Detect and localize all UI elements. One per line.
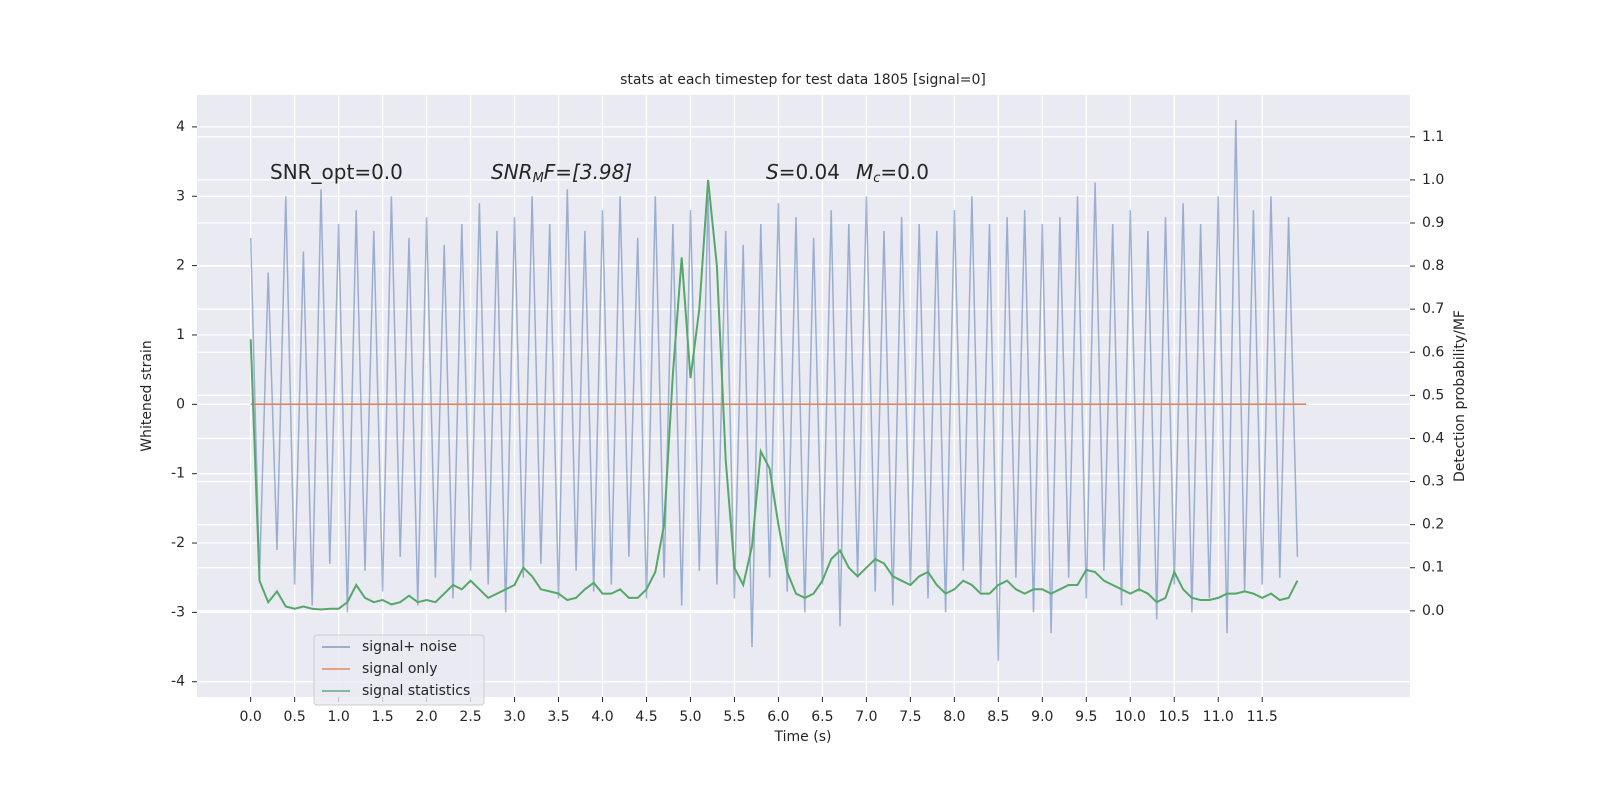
x-tick-label: 4.0 — [591, 709, 613, 725]
y2-tick-label: 0.7 — [1422, 301, 1444, 317]
axes: 0.0 0.5 1.0 1.5 2.0 2.5 3.0 3.5 4.0 4.5 5.0 5.5 6.0 6… — [171, 119, 1444, 725]
x-tick-label: 2.0 — [415, 709, 437, 725]
y2-tick-label: 1.1 — [1422, 129, 1444, 145]
y-tick-label: 3 — [176, 188, 185, 204]
y-tick-label: -4 — [171, 674, 185, 690]
legend: signal+ noise signal only signal statistic… — [313, 634, 485, 706]
y2-tick-label: 0.9 — [1422, 215, 1444, 231]
legend-label: signal only — [362, 661, 437, 677]
x-tick-label: 7.0 — [855, 709, 877, 725]
legend-box — [313, 634, 485, 706]
chart-title: stats at each timestep for test data 180… — [620, 72, 986, 88]
x-tick-label: 10.5 — [1159, 709, 1190, 725]
annotation-text: M — [856, 160, 873, 184]
x-tick-label: 6.0 — [767, 709, 789, 725]
x-tick-label: 3.0 — [503, 709, 525, 725]
x-tick-label: 8.0 — [943, 709, 965, 725]
y2-tick-label: 0.2 — [1422, 517, 1444, 533]
y-tick-label: 1 — [176, 327, 185, 343]
x-tick-label: 11.5 — [1247, 709, 1278, 725]
x-tick-label: 2.5 — [459, 709, 481, 725]
x-tick-label: 11.0 — [1203, 709, 1234, 725]
y-tick-label: 4 — [176, 119, 185, 135]
x-tick-label: 0.5 — [284, 709, 306, 725]
annotation-text: c — [873, 171, 880, 186]
x-tick-label: 8.5 — [987, 709, 1009, 725]
legend-label: signal statistics — [362, 683, 470, 699]
x-tick-label: 9.0 — [1031, 709, 1053, 725]
x-tick-label: 3.5 — [547, 709, 569, 725]
annotation: SNRMF=[3.98] — [491, 160, 632, 186]
y2-tick-label: 0.3 — [1422, 474, 1444, 490]
annotation: SNR_opt=0.0 — [270, 160, 403, 184]
annotation-text: S — [766, 160, 779, 184]
x-tick-label: 6.5 — [811, 709, 833, 725]
series-line — [249, 119, 1299, 661]
legend-label: signal+ noise — [362, 639, 457, 655]
x-tick-label: 1.0 — [327, 709, 349, 725]
y2-tick-label: 0.5 — [1422, 387, 1444, 403]
y2-axis-label: Detection probability/MF — [1452, 310, 1468, 482]
series-line — [249, 179, 1299, 611]
y-tick-label: -1 — [171, 466, 185, 482]
x-tick-label: 9.5 — [1075, 709, 1097, 725]
annotation-text: F=[3.98] — [544, 160, 632, 184]
x-axis-label: Time (s) — [774, 729, 832, 745]
x-tick-label: 5.5 — [723, 709, 745, 725]
x-tick-label: 4.5 — [635, 709, 657, 725]
x-tick-label: 10.0 — [1115, 709, 1146, 725]
y2-tick-label: 0.4 — [1422, 430, 1444, 446]
annotation: S=0.04 Mc=0.0 — [766, 160, 929, 186]
y-tick-label: 0 — [176, 396, 185, 412]
x-tick-label: 7.5 — [899, 709, 921, 725]
x-tick-label: 0.0 — [240, 709, 262, 725]
y2-tick-label: 0.0 — [1422, 603, 1444, 619]
y-tick-label: 2 — [176, 258, 185, 274]
x-tick-label: 5.0 — [679, 709, 701, 725]
annotation-text: =0.04 — [779, 160, 840, 184]
marks — [249, 119, 1307, 661]
y-tick-label: -2 — [171, 535, 185, 551]
y2-tick-label: 0.6 — [1422, 344, 1444, 360]
y2-tick-label: 1.0 — [1422, 172, 1444, 188]
x-tick-label: 1.5 — [371, 709, 393, 725]
annotation-text: =0.0 — [880, 160, 929, 184]
y2-tick-label: 0.1 — [1422, 560, 1444, 576]
y-axis-label: Whitened strain — [139, 340, 155, 451]
y-tick-label: -3 — [171, 604, 185, 620]
annotation-text: M — [533, 171, 544, 186]
annotation-text: SNR_opt=0.0 — [270, 160, 403, 184]
annotation-text: SNR — [491, 160, 533, 184]
y2-tick-label: 0.8 — [1422, 258, 1444, 274]
